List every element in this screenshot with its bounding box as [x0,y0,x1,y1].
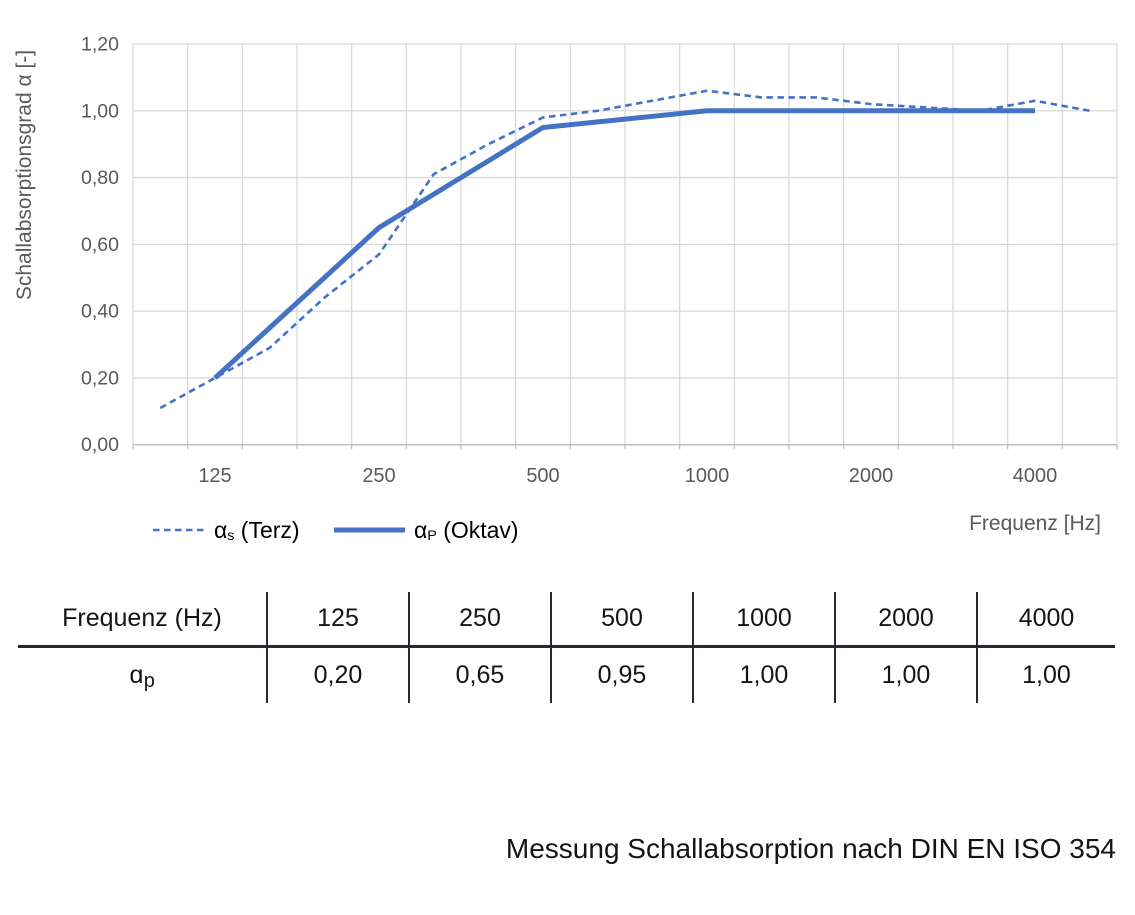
x-tick-label: 2000 [849,465,894,487]
oktav-solid-line-swatch [334,527,405,533]
table-header-frequency: 250 [408,592,550,648]
y-tick-label: 1,20 [81,34,119,56]
note-line: Messung Schallabsorption nach DIN EN ISO… [505,833,1116,864]
y-tick-label: 0,40 [81,301,119,323]
x-tick-label: 500 [526,465,559,487]
legend-item-terz: αs (Terz) [152,516,300,545]
table-header-frequency: 1000 [692,592,834,648]
axis-labels: 0,00 0,20 0,40 0,60 0,80 1,00 1,20 125 250 500 100… [81,34,1057,488]
table-header-frequency: 500 [550,592,692,648]
series-terz-line [159,89,1090,410]
series-lines [159,89,1090,410]
legend-terz-label: αs (Terz) [214,516,300,545]
table-cell-value: 0,65 [408,648,550,703]
terz-dashed-line-swatch [153,528,204,532]
grid [132,43,1118,450]
x-tick-label: 1000 [685,465,730,487]
y-tick-label: 0,80 [81,167,119,189]
table-header-frequency: 4000 [976,592,1115,648]
y-tick-label: 0,60 [81,234,119,256]
legend-item-oktav: αP (Oktav) [334,516,519,545]
measurement-notes: Messung Schallabsorption nach DIN EN ISO… [457,766,1116,915]
y-tick-label: 0,20 [81,367,119,389]
table-header-label: Frequenz (Hz) [18,592,266,648]
y-axis-title: Schallabsorptionsgrad α [-] [13,50,36,300]
legend-oktav-label: αP (Oktav) [414,516,519,545]
y-tick-label: 1,00 [81,100,119,122]
alpha-p-table: Frequenz (Hz) 125 250 500 1000 2000 4000… [18,592,1115,703]
table-cell-value: 0,20 [266,648,408,703]
x-tick-label: 4000 [1013,465,1058,487]
table-cell-value: 1,00 [692,648,834,703]
table-header-frequency: 125 [266,592,408,648]
x-axis-title: Frequenz [Hz] [969,512,1101,535]
series-oktav-line [213,108,1035,380]
y-tick-label: 0,00 [81,434,119,456]
x-tick-label: 250 [362,465,395,487]
table-header-frequency: 2000 [834,592,976,648]
x-tick-label: 125 [198,465,231,487]
table-cell-value: 0,95 [550,648,692,703]
absorption-chart: 0,00 0,20 0,40 0,60 0,80 1,00 1,20 125 250 500 100… [13,34,1118,535]
table-cell-value: 1,00 [834,648,976,703]
table-cell-value: 1,00 [976,648,1115,703]
